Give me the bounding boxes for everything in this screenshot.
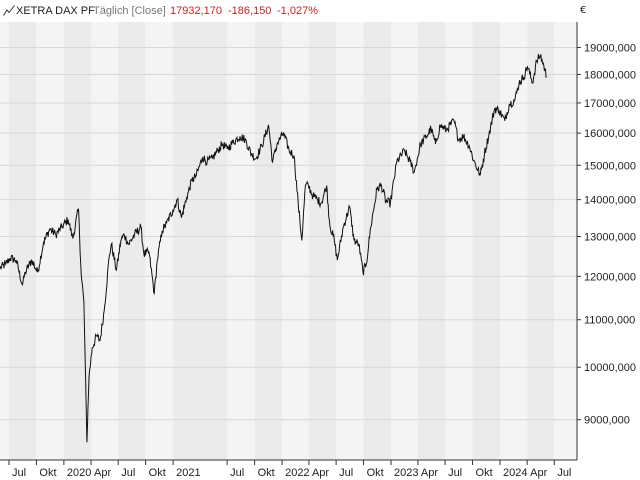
axes — [0, 22, 581, 465]
x-tick-label: 2024 — [503, 467, 527, 479]
x-tick-label: Apr — [94, 467, 111, 479]
x-tick-label: Apr — [421, 467, 438, 479]
background-band — [499, 22, 528, 460]
x-tick-label: Jul — [230, 467, 244, 479]
x-tick-label: Jul — [121, 467, 135, 479]
x-tick-label: Jul — [339, 467, 353, 479]
background-bands — [0, 22, 577, 460]
x-axis-labels: Jul Okt 2020 Apr Jul Okt 2021 Jul Okt 2022 Apr Jul O… — [12, 467, 571, 479]
y-tick-label: 12000,000 — [584, 271, 636, 283]
x-tick-label: Apr — [312, 467, 329, 479]
background-band — [36, 22, 64, 460]
x-tick-label: 2023 — [394, 467, 418, 479]
background-band — [173, 22, 228, 460]
x-tick-label: 2022 — [285, 467, 309, 479]
x-tick-label: Okt — [367, 467, 384, 479]
x-tick-label: Okt — [39, 467, 56, 479]
period-label: Täglich [Close] — [93, 5, 166, 17]
background-band — [554, 22, 577, 460]
x-tick-label: 2021 — [176, 467, 200, 479]
y-tick-label: 9000,000 — [584, 415, 630, 427]
price-change-percent: -1,027% — [277, 5, 318, 17]
y-tick-label: 14000,000 — [584, 195, 636, 207]
y-tick-label: 19000,000 — [584, 43, 636, 55]
y-tick-label: 10000,000 — [584, 362, 636, 374]
background-band — [254, 22, 283, 460]
gridlines — [0, 47, 577, 421]
chart-header: XETRA DAX PF Täglich [Close] 17932,170 -… — [0, 0, 640, 22]
currency-label: € — [580, 5, 587, 16]
price-change: -186,150 — [228, 5, 272, 17]
background-band — [391, 22, 418, 460]
line-chart-icon — [3, 5, 15, 16]
background-band — [363, 22, 392, 460]
y-tick-label: 15000,000 — [584, 160, 636, 172]
y-tick-label: 13000,000 — [584, 232, 636, 244]
x-tick-label: 2020 — [67, 467, 91, 479]
background-band — [63, 22, 92, 460]
x-tick-label: Okt — [149, 467, 166, 479]
price-line — [0, 53, 547, 443]
y-axis-labels: 9000,000 10000,000 11000,000 12000,000 13000… — [584, 43, 636, 427]
x-tick-label: Jul — [557, 467, 571, 479]
y-tick-label: 16000,000 — [584, 128, 636, 140]
x-tick-label: Jul — [448, 467, 462, 479]
background-band — [0, 22, 9, 460]
y-tick-label: 11000,000 — [584, 315, 635, 327]
background-band — [91, 22, 119, 460]
last-price: 17932,170 — [170, 5, 222, 17]
background-band — [417, 22, 446, 460]
background-band — [308, 22, 337, 460]
x-tick-label: Okt — [258, 467, 275, 479]
background-band — [8, 22, 37, 460]
background-band — [472, 22, 500, 460]
background-band — [527, 22, 555, 460]
x-tick-label: Apr — [530, 467, 547, 479]
background-band — [282, 22, 309, 460]
background-band — [227, 22, 255, 460]
x-tick-label: Jul — [12, 467, 26, 479]
y-tick-label: 18000,000 — [584, 69, 636, 81]
y-tick-label: 17000,000 — [584, 98, 636, 110]
background-band — [445, 22, 473, 460]
instrument-name: XETRA DAX PF — [16, 5, 95, 17]
x-tick-label: Okt — [476, 467, 493, 479]
